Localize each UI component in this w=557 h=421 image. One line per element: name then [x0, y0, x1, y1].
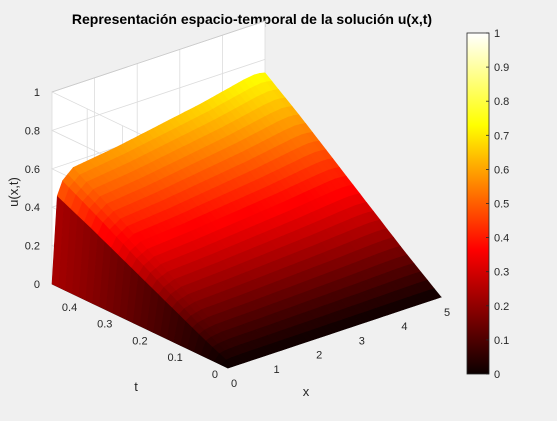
t-tick-label: 0.4 [62, 302, 77, 314]
z-tick-label: 0.6 [25, 164, 40, 176]
colorbar-tick-label: 0.4 [494, 233, 509, 245]
colorbar-tick-label: 1 [494, 28, 500, 40]
x-tick-label: 4 [401, 321, 407, 333]
axis-edge-top [51, 20, 266, 93]
t-axis-ticks: 0 0.1 0.2 0.3 0.4 [62, 302, 218, 381]
z-axis-label: u(x,t) [6, 177, 21, 207]
colorbar-ticks: 0 0.1 0.2 0.3 0.4 0.5 0.6 0.7 0.8 0.9 1 [486, 28, 509, 381]
colorbar-tick-label: 0.7 [494, 130, 509, 142]
x-tick-label: 1 [274, 364, 280, 376]
z-axis-ticks: 0 0.2 0.4 0.6 0.8 1 [25, 87, 40, 291]
colorbar-tick-label: 0 [494, 369, 500, 381]
colorbar-tick-label: 0.1 [494, 335, 509, 347]
colorbar-tick-label: 0.3 [494, 267, 509, 279]
z-tick-label: 0 [34, 279, 40, 291]
x-tick-label: 0 [231, 378, 237, 390]
colorbar [466, 32, 490, 375]
x-tick-label: 2 [316, 350, 322, 362]
z-tick-label: 0.2 [25, 241, 40, 253]
colorbar-tick-label: 0.2 [494, 301, 509, 313]
t-tick-label: 0.1 [168, 352, 183, 364]
colorbar-tick-label: 0.8 [494, 96, 509, 108]
z-tick-label: 0.8 [25, 125, 40, 137]
x-axis-ticks: 0 1 2 3 4 5 [231, 307, 450, 390]
t-axis-label: t [134, 379, 138, 394]
z-tick-label: 0.4 [25, 202, 40, 214]
chart-title: Representación espacio-temporal de la so… [72, 11, 432, 27]
x-tick-label: 5 [444, 307, 450, 319]
colorbar-tick-label: 0.5 [494, 199, 509, 211]
t-tick-label: 0.3 [97, 319, 112, 331]
t-tick-label: 0 [212, 369, 218, 381]
z-tick-label: 1 [34, 87, 40, 99]
colorbar-tick-label: 0.9 [494, 62, 509, 74]
x-axis-label: x [303, 384, 310, 399]
x-tick-label: 3 [359, 335, 365, 347]
colorbar-tick-label: 0.6 [494, 164, 509, 176]
surface-plot [51, 72, 442, 369]
surface-patch [428, 288, 442, 300]
t-tick-label: 0.2 [132, 335, 147, 347]
